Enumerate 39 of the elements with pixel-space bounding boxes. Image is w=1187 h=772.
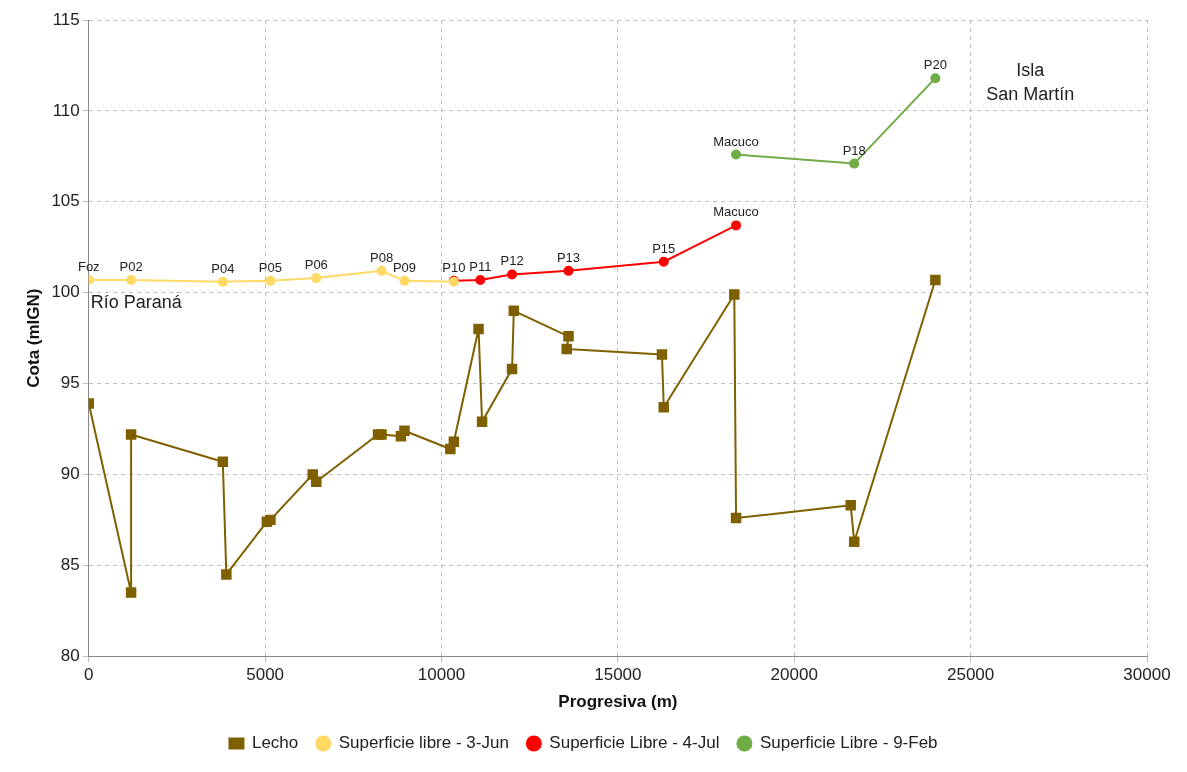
annotation: P18 (842, 142, 866, 158)
annotation: P20 (923, 57, 947, 73)
annotation: P02 (119, 258, 143, 274)
y-tick-label: 95 (60, 373, 80, 393)
annotation: Macuco (713, 133, 759, 149)
annotation: Isla San Martín (986, 60, 1075, 105)
x-tick-label: 10000 (417, 665, 466, 685)
x-tick-label: 15000 (594, 665, 642, 685)
x-tick-label: 20000 (770, 665, 818, 685)
annotation: P12 (500, 253, 524, 269)
annotation: P08 (369, 249, 394, 265)
annotation: P15 (652, 240, 676, 256)
y-tick-label: 90 (60, 464, 80, 484)
annotation: P10 (442, 259, 466, 275)
legend-label: Superficie Libre - 9-Feb (759, 733, 938, 753)
annotation: Foz (77, 258, 100, 274)
x-tick-label: 30000 (1123, 665, 1171, 685)
y-axis-title: Cota (mIGN) (23, 288, 43, 388)
x-tick-label: 5000 (246, 665, 285, 685)
y-tick-label: 80 (60, 645, 80, 665)
annotation: P04 (211, 260, 235, 276)
annotation: Río Paraná (90, 291, 183, 312)
y-tick-label: 100 (51, 282, 80, 302)
annotation: P06 (304, 257, 328, 273)
y-tick-label: 105 (51, 191, 80, 211)
legend-label: Superficie Libre - 4-Jul (549, 733, 720, 753)
annotation: P11 (469, 258, 492, 274)
x-tick-label: 25000 (946, 665, 995, 685)
y-tick-label: 85 (60, 555, 80, 574)
y-tick-label: 115 (52, 9, 80, 29)
x-tick-label: 0 (84, 665, 94, 685)
annotation: P09 (392, 259, 417, 275)
legend-label: Lecho (251, 733, 299, 753)
annotation: Macuco (713, 204, 759, 220)
annotation: P13 (556, 249, 581, 265)
x-axis-title: Progresiva (m) (558, 692, 678, 712)
annotation: P05 (258, 259, 282, 275)
y-tick-label: 110 (52, 100, 80, 120)
legend-label: Superficie libre - 3-Jun (338, 733, 509, 753)
